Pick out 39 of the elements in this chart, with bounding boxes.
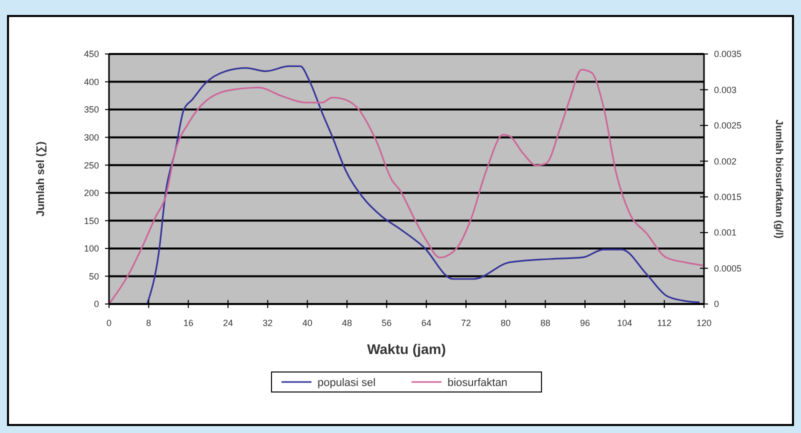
y2-tick-label: 0.0015 <box>714 192 742 202</box>
x-tick-label: 64 <box>421 318 432 328</box>
y-tick-label: 350 <box>84 104 99 115</box>
x-tick-label: 56 <box>382 318 392 328</box>
y2-tick-label: 0.003 <box>714 84 737 95</box>
y2-tick-label: 0.002 <box>714 156 737 166</box>
y2-tick-label: 0.0035 <box>714 49 742 60</box>
x-tick-label: 72 <box>460 318 472 328</box>
x-tick-label: 88 <box>540 318 550 328</box>
y-tick-label: 250 <box>84 160 99 170</box>
y-tick-label: 200 <box>84 188 99 198</box>
y2-tick-label: 0 <box>714 299 720 310</box>
y-tick-label: 150 <box>84 216 99 226</box>
x-tick-label: 0 <box>106 318 112 328</box>
legend-label: biosurfaktan <box>448 376 508 389</box>
x-tick-label: 112 <box>657 318 672 328</box>
y-tick-label: 450 <box>84 49 99 60</box>
x-axis-title: Waktu (jam) <box>367 341 446 357</box>
y2-axis-title: Jumlah biosurfaktan (g/l) <box>773 120 784 238</box>
x-tick-label: 104 <box>617 318 632 328</box>
x-tick-label: 80 <box>500 318 511 328</box>
x-tick-label: 96 <box>580 318 590 328</box>
y-tick-label: 300 <box>84 132 99 142</box>
y-tick-label: 0 <box>94 299 99 310</box>
x-tick-label: 120 <box>696 318 712 328</box>
y2-tick-label: 0.001 <box>714 228 737 238</box>
y-axis-title: Jumlah sel (∑) <box>35 141 47 217</box>
legend-label: populasi sel <box>318 376 376 389</box>
x-tick-label: 32 <box>262 318 273 328</box>
y-tick-label: 50 <box>88 271 99 282</box>
x-tick-label: 16 <box>183 318 194 328</box>
x-tick-label: 40 <box>302 318 312 328</box>
y-tick-label: 100 <box>84 244 99 254</box>
y2-tick-label: 0.0025 <box>714 120 742 131</box>
x-tick-label: 48 <box>342 318 352 328</box>
x-tick-label: 24 <box>222 318 234 328</box>
y2-tick-label: 0.0005 <box>714 263 742 274</box>
y-tick-label: 400 <box>84 76 99 87</box>
x-tick-label: 8 <box>146 318 152 328</box>
